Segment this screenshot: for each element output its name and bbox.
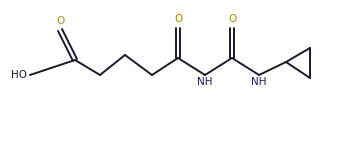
Text: NH: NH [197,77,213,87]
Text: O: O [174,14,182,24]
Text: O: O [228,14,236,24]
Text: HO: HO [11,70,27,80]
Text: NH: NH [251,77,267,87]
Text: O: O [56,16,64,26]
